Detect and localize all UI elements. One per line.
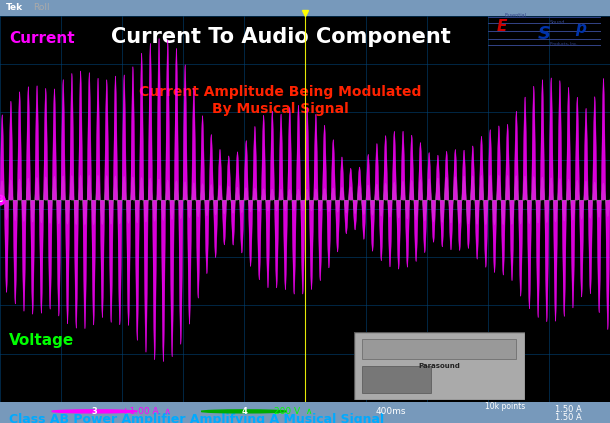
Text: 4: 4 — [241, 407, 247, 416]
Text: Sound: Sound — [550, 20, 565, 25]
Text: S: S — [538, 25, 551, 43]
Text: 3: 3 — [92, 407, 98, 416]
Circle shape — [52, 410, 137, 413]
Text: E: E — [497, 19, 507, 34]
Text: 1.50 A: 1.50 A — [555, 413, 582, 422]
Bar — [362, 366, 431, 393]
Text: Current: Current — [9, 31, 75, 46]
Text: Roll: Roll — [34, 3, 50, 12]
Text: +1.00 A  ∧: +1.00 A ∧ — [122, 407, 171, 416]
Text: Current To Audio Component: Current To Audio Component — [111, 27, 450, 47]
Text: Parasound: Parasound — [418, 363, 460, 369]
Text: 10k points: 10k points — [485, 401, 525, 411]
Text: Current Amplitude Being Modulated
By Musical Signal: Current Amplitude Being Modulated By Mus… — [140, 85, 422, 116]
Text: Tek: Tek — [6, 3, 23, 12]
Circle shape — [201, 410, 287, 413]
Text: Voltage: Voltage — [9, 333, 74, 348]
Text: 1.50 A: 1.50 A — [555, 405, 582, 414]
Text: Essential: Essential — [505, 13, 527, 18]
Text: Class AB Power Amplifier Amplifying A Musical Signal: Class AB Power Amplifier Amplifying A Mu… — [9, 413, 384, 423]
Text: 3: 3 — [0, 195, 3, 204]
Text: 200 V  ∧: 200 V ∧ — [274, 407, 313, 416]
Text: Products, Inc.: Products, Inc. — [550, 41, 578, 46]
Text: p: p — [575, 21, 586, 36]
Bar — [362, 339, 516, 359]
Text: 400ms: 400ms — [375, 407, 406, 416]
